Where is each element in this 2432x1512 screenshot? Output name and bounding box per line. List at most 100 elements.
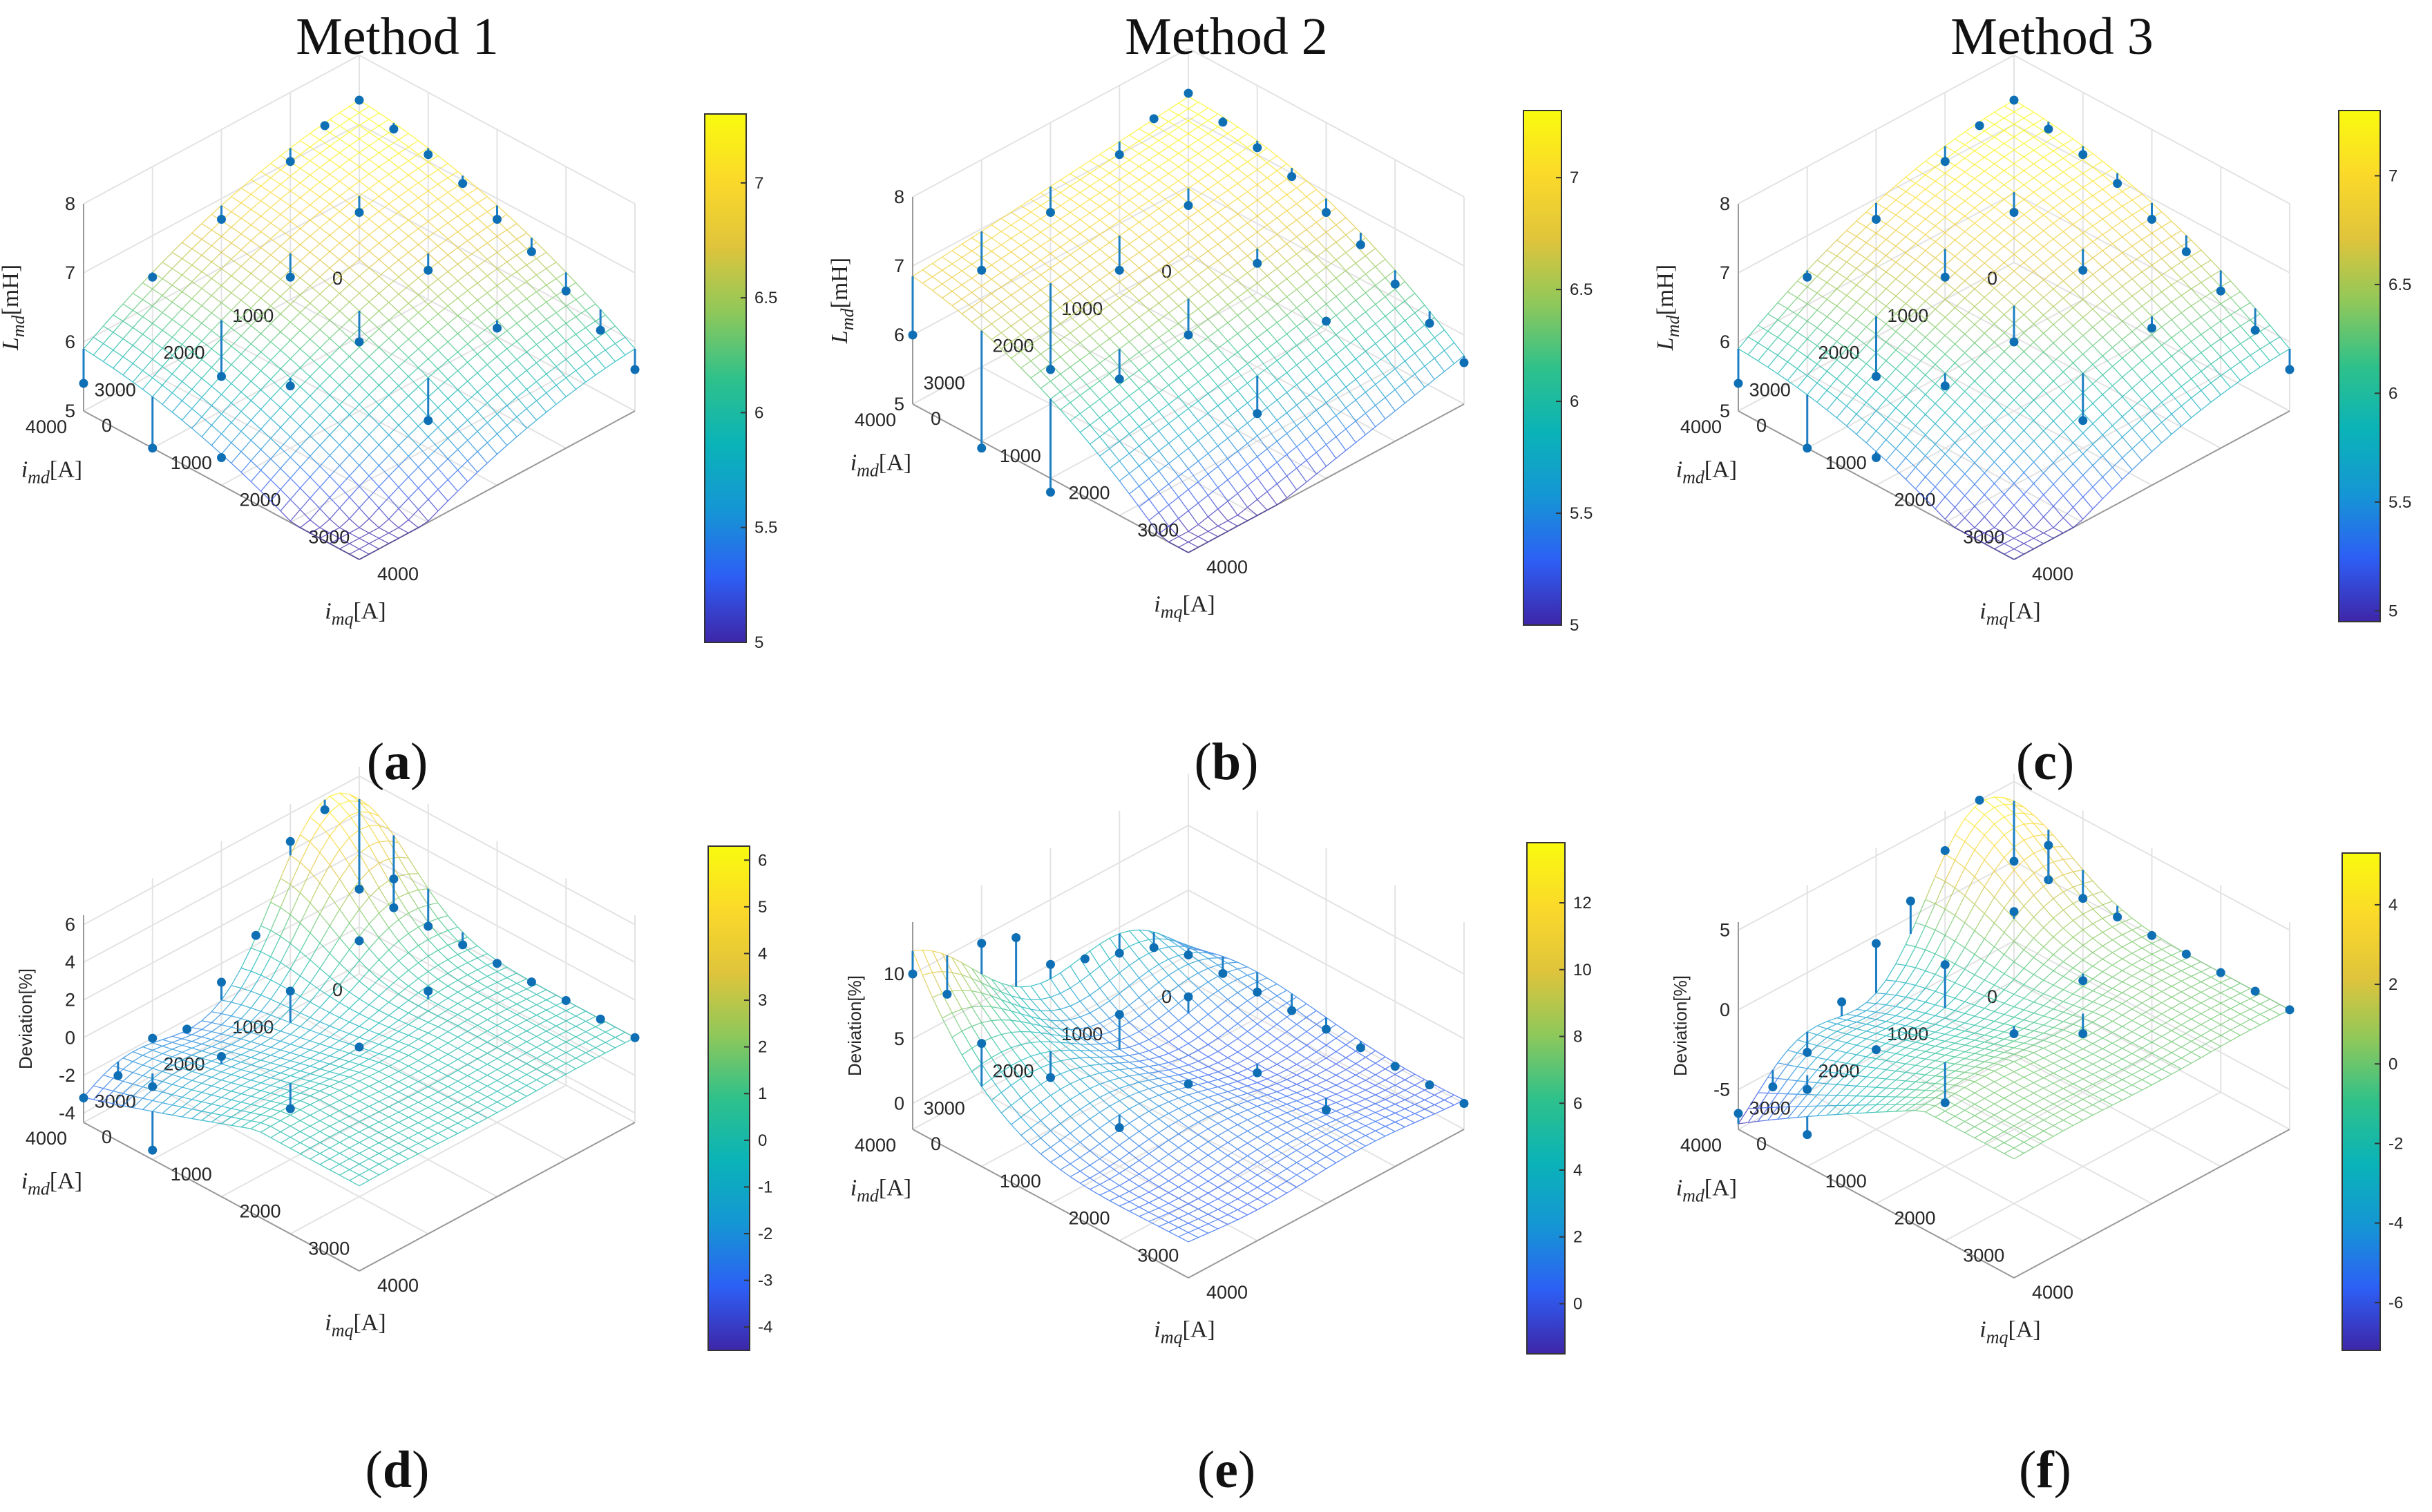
mesh-line xyxy=(1816,390,1827,403)
mesh-line xyxy=(1217,287,1228,295)
mesh-line xyxy=(2023,191,2034,200)
mesh-line xyxy=(2279,336,2290,350)
stem-marker xyxy=(1114,150,1124,160)
mesh-line xyxy=(2171,236,2182,247)
mesh-line xyxy=(1296,263,1307,272)
mesh-line xyxy=(329,338,340,348)
mesh-line xyxy=(310,519,321,528)
mesh-line xyxy=(1188,114,1199,122)
mesh-line xyxy=(1178,351,1189,360)
mesh-line xyxy=(1925,309,1936,320)
mesh-line xyxy=(447,238,458,249)
mesh-line xyxy=(1158,423,1169,432)
mesh-line xyxy=(418,147,429,155)
mesh-line xyxy=(1994,461,2005,473)
mesh-line xyxy=(1168,115,1179,122)
mesh-line xyxy=(1197,318,1208,327)
mesh-line xyxy=(1345,319,1356,328)
mesh-line xyxy=(1286,475,1298,490)
mesh-line xyxy=(2023,361,2034,371)
mesh-line xyxy=(1984,451,1995,463)
mesh-line xyxy=(2171,312,2182,320)
mesh-line xyxy=(932,283,943,291)
mesh-line xyxy=(2073,217,2084,225)
mesh-line xyxy=(1158,411,1170,424)
mesh-line xyxy=(1777,343,1788,356)
mesh-line xyxy=(1040,225,1051,233)
mesh-line xyxy=(1090,352,1101,364)
mesh-line xyxy=(349,533,360,539)
mesh-line xyxy=(368,218,379,228)
mesh-line xyxy=(359,507,370,519)
mesh-line xyxy=(506,385,517,398)
mesh-line xyxy=(565,358,576,371)
mesh-line xyxy=(1188,502,1199,512)
mesh-line xyxy=(379,385,390,396)
mesh-line xyxy=(1276,296,1287,305)
mesh-line xyxy=(280,213,291,222)
mesh-line xyxy=(1326,259,1337,268)
mesh-line xyxy=(1217,153,1228,162)
mesh-line xyxy=(2013,472,2024,484)
mesh-line xyxy=(162,285,173,296)
mesh-line xyxy=(368,454,379,466)
mesh-line xyxy=(300,197,311,205)
mesh-line xyxy=(2210,382,2221,395)
mesh-line xyxy=(1217,269,1228,278)
mesh-line xyxy=(339,251,350,260)
mesh-line xyxy=(2141,305,2152,317)
mesh-line xyxy=(310,445,321,457)
mesh-line xyxy=(1905,177,1916,184)
mesh-line xyxy=(1158,303,1169,314)
mesh-line xyxy=(2122,396,2133,408)
mesh-line xyxy=(1944,506,1956,519)
floor-gridline-y-2 xyxy=(1050,329,1327,479)
mesh-line xyxy=(1148,355,1159,363)
mesh-line xyxy=(2082,173,2093,182)
mesh-line xyxy=(240,224,251,235)
mesh-line xyxy=(398,285,409,295)
mesh-line xyxy=(1178,389,1189,397)
mesh-line xyxy=(1011,258,1022,267)
mesh-line xyxy=(1944,412,1955,423)
mesh-line xyxy=(2033,124,2044,132)
mesh-line xyxy=(2062,452,2073,464)
mesh-line xyxy=(349,423,360,435)
mesh-line xyxy=(1237,307,1248,316)
mesh-line xyxy=(349,347,360,357)
mesh-line xyxy=(182,274,193,283)
mesh-line xyxy=(1208,212,1219,220)
mesh-line xyxy=(359,284,370,294)
mesh-line xyxy=(1787,297,1798,309)
mesh-line xyxy=(1865,248,1877,259)
mesh-line xyxy=(1266,147,1277,157)
mesh-line xyxy=(191,271,202,283)
mesh-line xyxy=(1345,217,1356,228)
mesh-line xyxy=(1787,308,1798,316)
mesh-line xyxy=(2062,186,2073,195)
mesh-line xyxy=(2171,319,2182,331)
mesh-line xyxy=(1227,333,1238,342)
x-tick-label: 2000 xyxy=(992,336,1034,356)
mesh-line xyxy=(1974,421,1985,432)
mesh-line xyxy=(1070,349,1081,361)
mesh-line xyxy=(300,320,311,331)
mesh-line xyxy=(1826,341,1837,353)
mesh-line xyxy=(457,290,468,299)
x-tick-label: 3000 xyxy=(95,379,136,400)
mesh-line xyxy=(1020,238,1032,246)
mesh-line xyxy=(1885,223,1897,231)
mesh-line xyxy=(1974,390,1985,401)
mesh-line xyxy=(122,309,133,322)
mesh-line xyxy=(319,356,330,367)
mesh-line xyxy=(1797,314,1808,322)
mesh-line xyxy=(2033,410,2044,421)
mesh-line xyxy=(1365,248,1376,256)
mesh-line xyxy=(398,276,409,287)
mesh-line xyxy=(981,300,992,309)
mesh-line xyxy=(1060,307,1071,317)
mesh-line xyxy=(1109,186,1120,194)
mesh-line xyxy=(942,263,953,271)
mesh-line xyxy=(467,233,478,241)
mesh-line xyxy=(2210,345,2221,358)
